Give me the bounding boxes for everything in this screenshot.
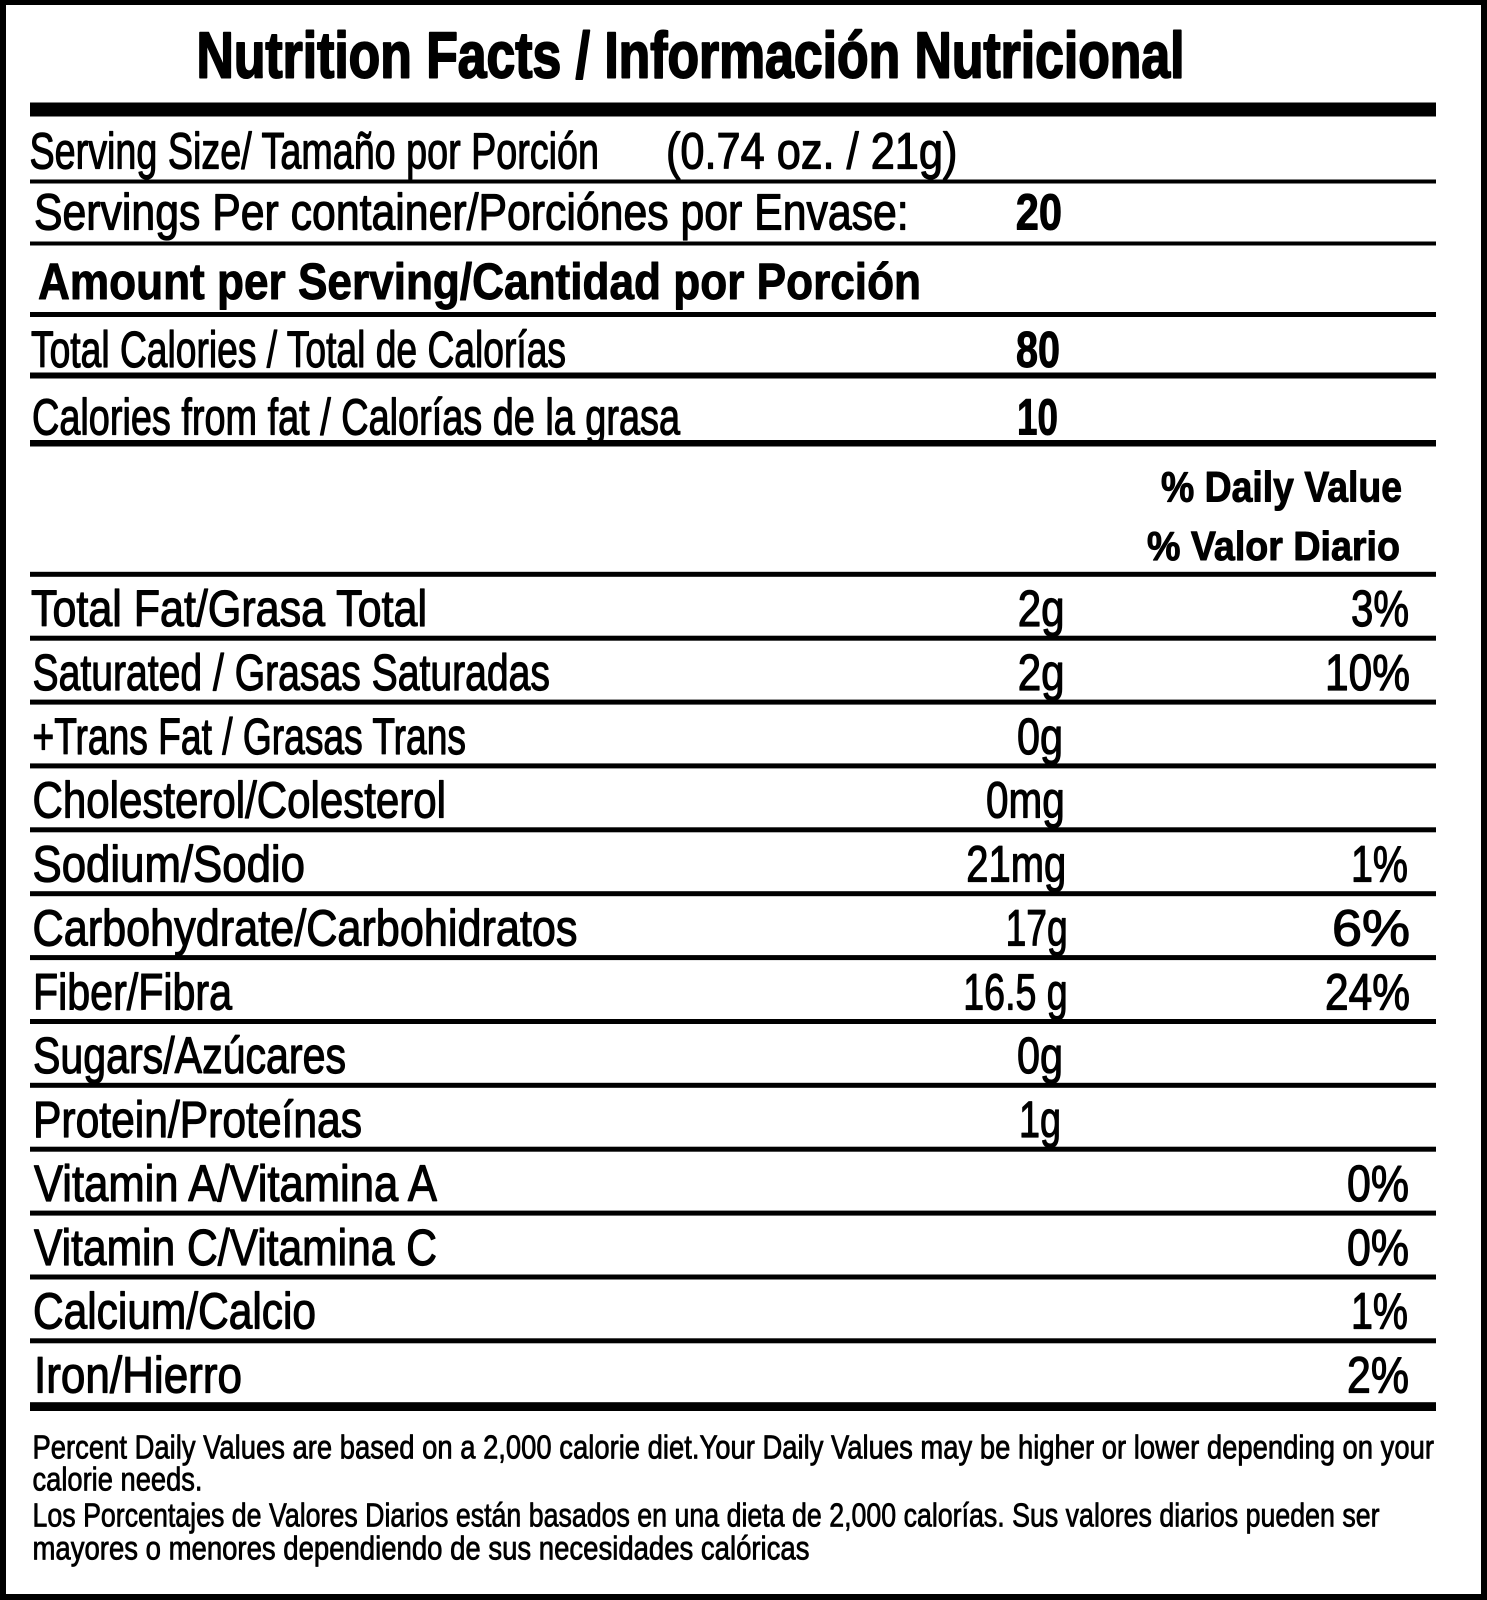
svg-text:Vitamin C/Vitamina C: Vitamin C/Vitamina C <box>34 1219 437 1276</box>
svg-text:Percent Daily Values are based: Percent Daily Values are based on a 2,00… <box>33 1429 1435 1466</box>
svg-text:0g: 0g <box>1017 708 1063 765</box>
svg-text:+Trans Fat / Grasas Trans: +Trans Fat / Grasas Trans <box>33 708 467 765</box>
svg-text:Calories from fat / Calorías d: Calories from fat / Calorías de la grasa <box>32 389 680 446</box>
svg-text:0g: 0g <box>1017 1027 1063 1084</box>
svg-text:1%: 1% <box>1351 1283 1408 1340</box>
svg-text:10%: 10% <box>1325 644 1410 701</box>
svg-text:3%: 3% <box>1351 580 1409 637</box>
svg-text:0mg: 0mg <box>986 772 1065 829</box>
svg-text:calorie needs.: calorie needs. <box>33 1461 203 1498</box>
svg-text:1g: 1g <box>1019 1091 1061 1148</box>
svg-text:17g: 17g <box>1006 900 1068 957</box>
svg-text:Los Porcentajes de Valores Dia: Los Porcentajes de Valores Diarios están… <box>33 1497 1380 1534</box>
svg-text:1%: 1% <box>1351 836 1408 893</box>
svg-text:Nutrition Facts / Información: Nutrition Facts / Información Nutriciona… <box>197 19 1185 92</box>
svg-text:Sugars/Azúcares: Sugars/Azúcares <box>33 1027 346 1084</box>
svg-text:6%: 6% <box>1332 900 1410 957</box>
svg-text:24%: 24% <box>1325 963 1410 1020</box>
svg-text:Cholesterol/Colesterol: Cholesterol/Colesterol <box>33 772 447 829</box>
svg-text:80: 80 <box>1016 321 1060 378</box>
svg-text:% Daily Value: % Daily Value <box>1161 464 1402 511</box>
svg-text:16.5 g: 16.5 g <box>963 963 1067 1020</box>
svg-text:20: 20 <box>1016 183 1062 240</box>
svg-text:Amount per Serving/Cantidad po: Amount per Serving/Cantidad por Porción <box>38 253 921 310</box>
svg-text:Iron/Hierro: Iron/Hierro <box>34 1347 242 1404</box>
svg-text:Saturated / Grasas Saturadas: Saturated / Grasas Saturadas <box>33 644 551 701</box>
svg-text:Vitamin A/Vitamina A: Vitamin A/Vitamina A <box>34 1155 437 1212</box>
svg-text:Fiber/Fibra: Fiber/Fibra <box>33 963 233 1020</box>
svg-text:Sodium/Sodio: Sodium/Sodio <box>33 836 306 893</box>
svg-text:2g: 2g <box>1018 580 1065 637</box>
svg-text:(0.74 oz. / 21g): (0.74 oz. / 21g) <box>666 122 957 179</box>
svg-text:% Valor Diario: % Valor Diario <box>1147 523 1400 569</box>
svg-text:Protein/Proteínas: Protein/Proteínas <box>33 1091 362 1148</box>
svg-text:2g: 2g <box>1018 644 1065 701</box>
svg-text:Serving Size/ Tamaño por Porci: Serving Size/ Tamaño por Porción <box>30 122 600 179</box>
svg-text:0%: 0% <box>1347 1219 1409 1276</box>
svg-text:10: 10 <box>1017 389 1058 446</box>
svg-text:21mg: 21mg <box>966 836 1066 893</box>
svg-text:Servings Per container/Porción: Servings Per container/Porciónes por Env… <box>34 183 909 240</box>
svg-text:mayores o menores dependiendo: mayores o menores dependiendo de sus nec… <box>33 1530 810 1567</box>
svg-text:Total Calories / Total de Calo: Total Calories / Total de Calorías <box>31 321 566 378</box>
svg-text:2%: 2% <box>1347 1347 1409 1404</box>
svg-text:0%: 0% <box>1347 1155 1409 1212</box>
svg-text:Total Fat/Grasa Total: Total Fat/Grasa Total <box>31 580 427 637</box>
svg-text:Carbohydrate/Carbohidratos: Carbohydrate/Carbohidratos <box>33 900 578 957</box>
svg-text:Calcium/Calcio: Calcium/Calcio <box>33 1283 316 1340</box>
